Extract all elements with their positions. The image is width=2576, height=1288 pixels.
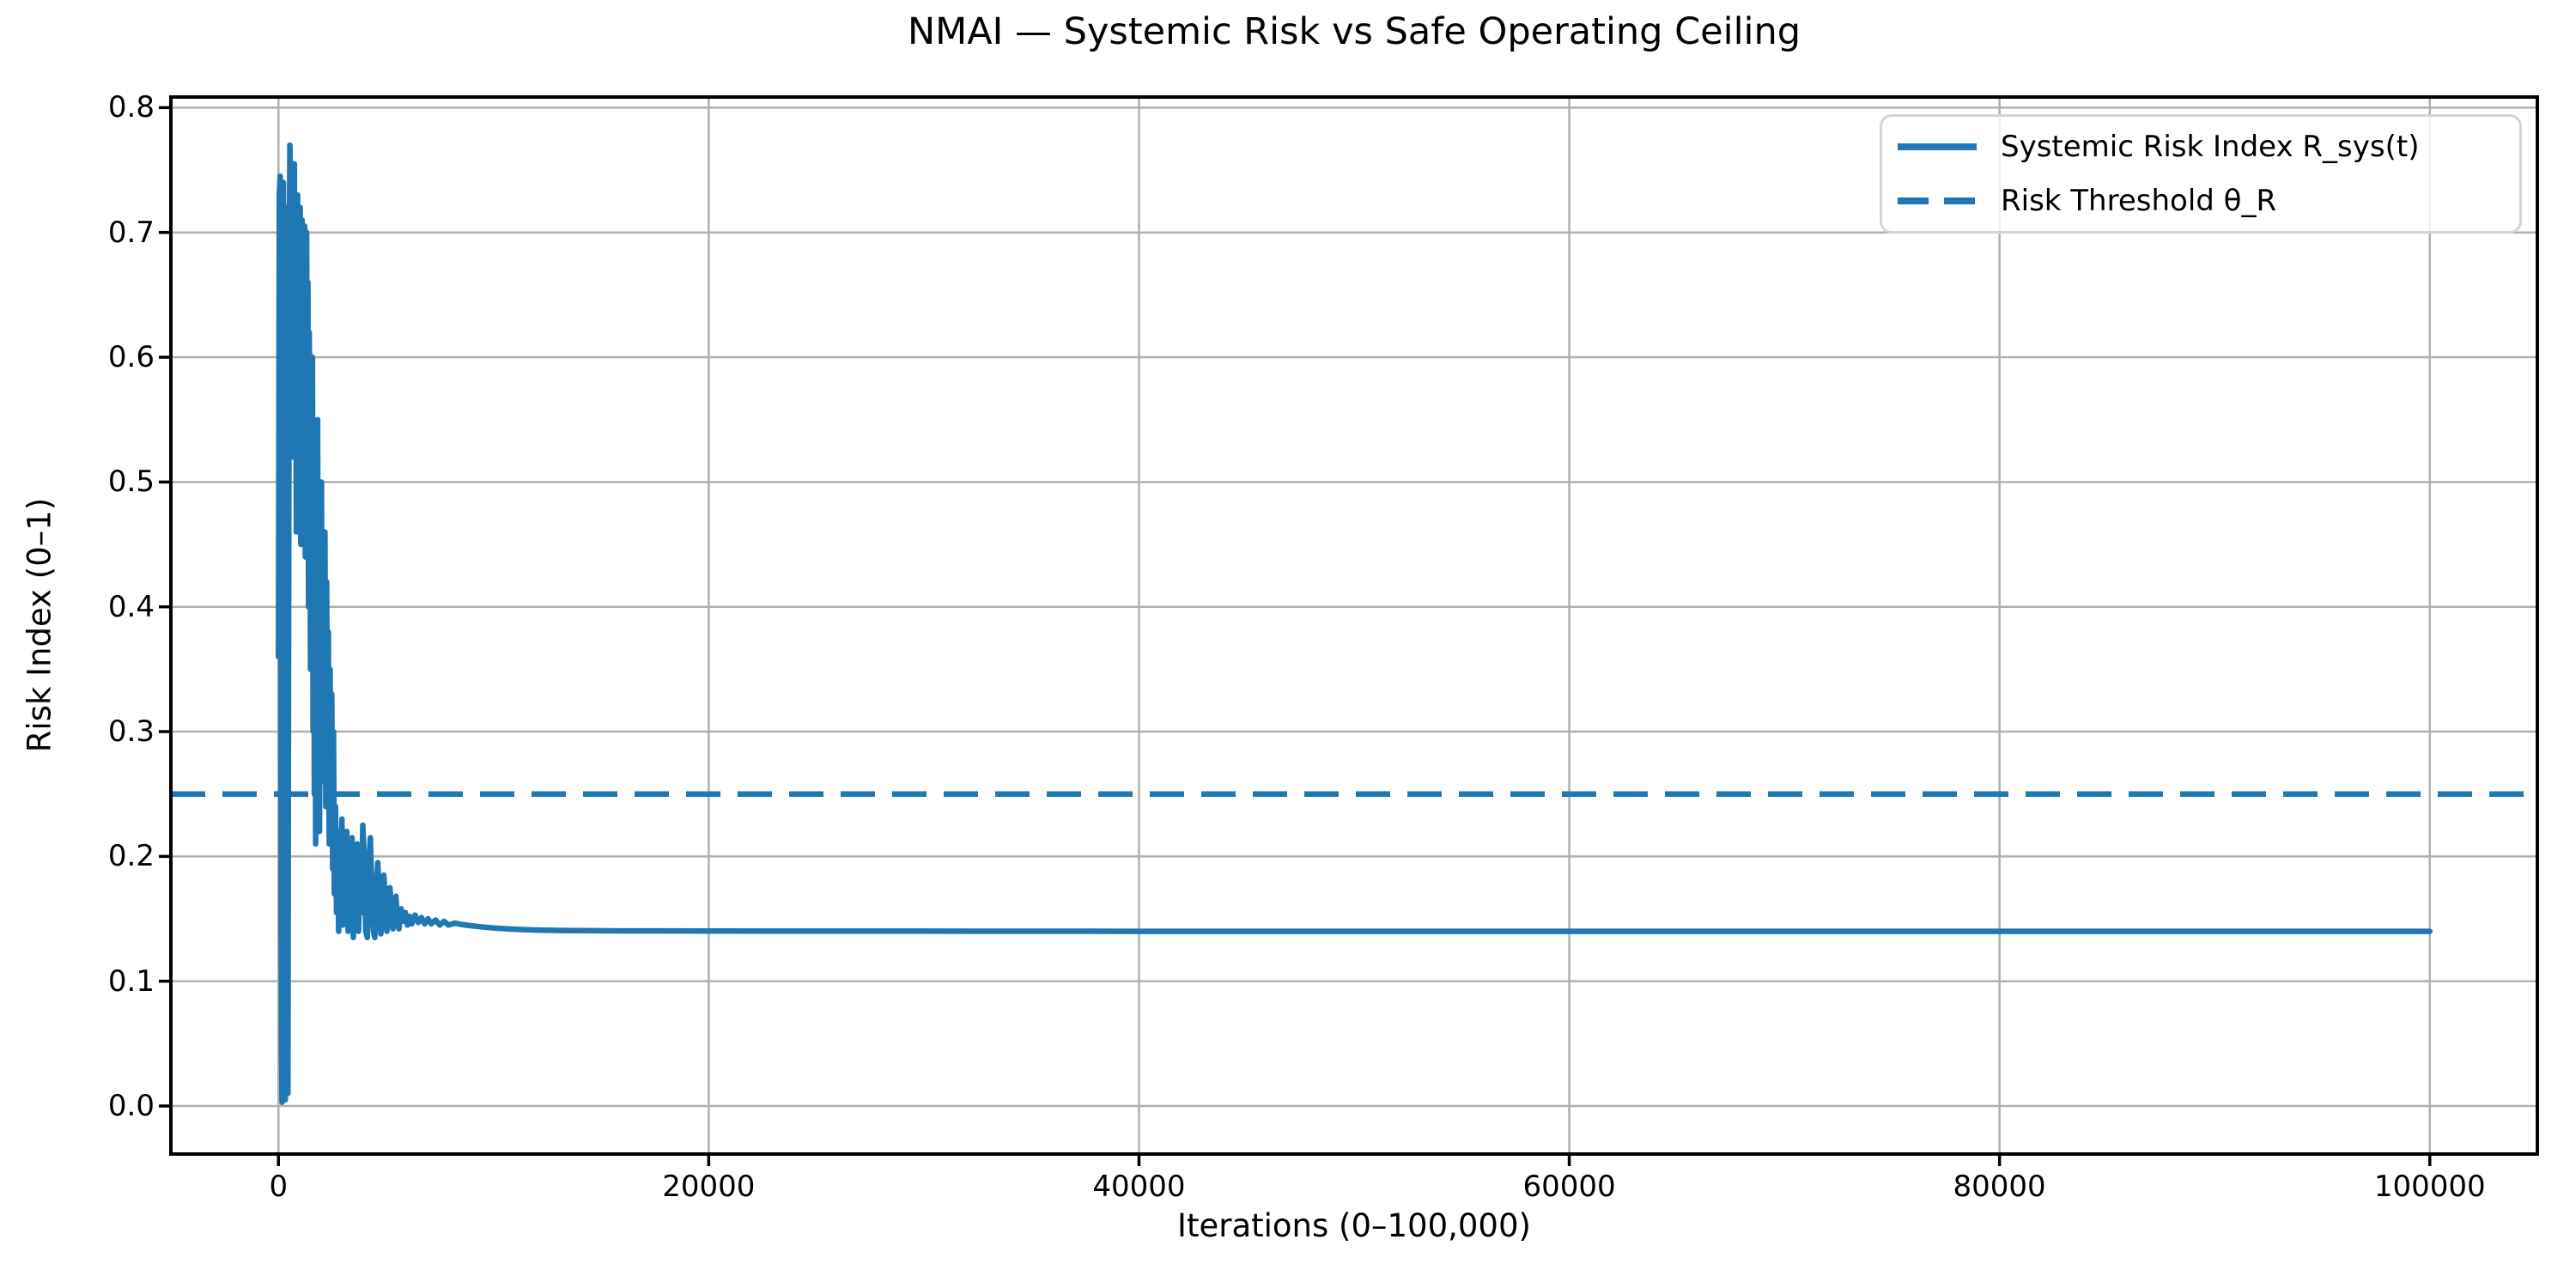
axes-frame	[159, 95, 2539, 1166]
legend-label-systemic-risk: Systemic Risk Index R_sys(t)	[2001, 130, 2420, 165]
y-tick-label: 0.8	[107, 90, 155, 125]
chart-title: NMAI — Systemic Risk vs Safe Operating C…	[907, 10, 1801, 53]
gridlines	[171, 97, 2537, 1154]
x-tick-label: 60000	[1522, 1170, 1616, 1204]
y-tick-label: 0.3	[107, 714, 155, 750]
x-tick-label: 100000	[2373, 1170, 2486, 1204]
x-axis-label: Iterations (0–100,000)	[1177, 1207, 1531, 1244]
x-tick-label: 20000	[662, 1170, 756, 1204]
legend-label-threshold: Risk Threshold θ_R	[2001, 183, 2277, 218]
y-tick-label: 0.4	[107, 589, 155, 624]
y-tick-label: 0.5	[107, 465, 155, 500]
x-tick-label: 80000	[1953, 1170, 2046, 1204]
y-tick-label: 0.1	[107, 963, 155, 999]
data-series	[171, 142, 2537, 1105]
x-tick-label: 40000	[1092, 1170, 1186, 1204]
y-tick-label: 0.6	[107, 340, 155, 375]
y-tick-label: 0.2	[107, 839, 155, 874]
solid-line-sample-icon	[1898, 143, 1977, 151]
legend-entry-systemic-risk: Systemic Risk Index R_sys(t)	[1887, 130, 2519, 164]
dashed-line-sample-icon	[1898, 197, 1977, 204]
legend-entry-threshold: Risk Threshold θ_R	[1887, 184, 2519, 218]
y-tick-label: 0.0	[107, 1089, 155, 1124]
x-tick-label: 0	[269, 1170, 289, 1204]
legend: Systemic Risk Index R_sys(t) Risk Thresh…	[1880, 114, 2522, 234]
y-tick-label: 0.7	[107, 215, 155, 250]
